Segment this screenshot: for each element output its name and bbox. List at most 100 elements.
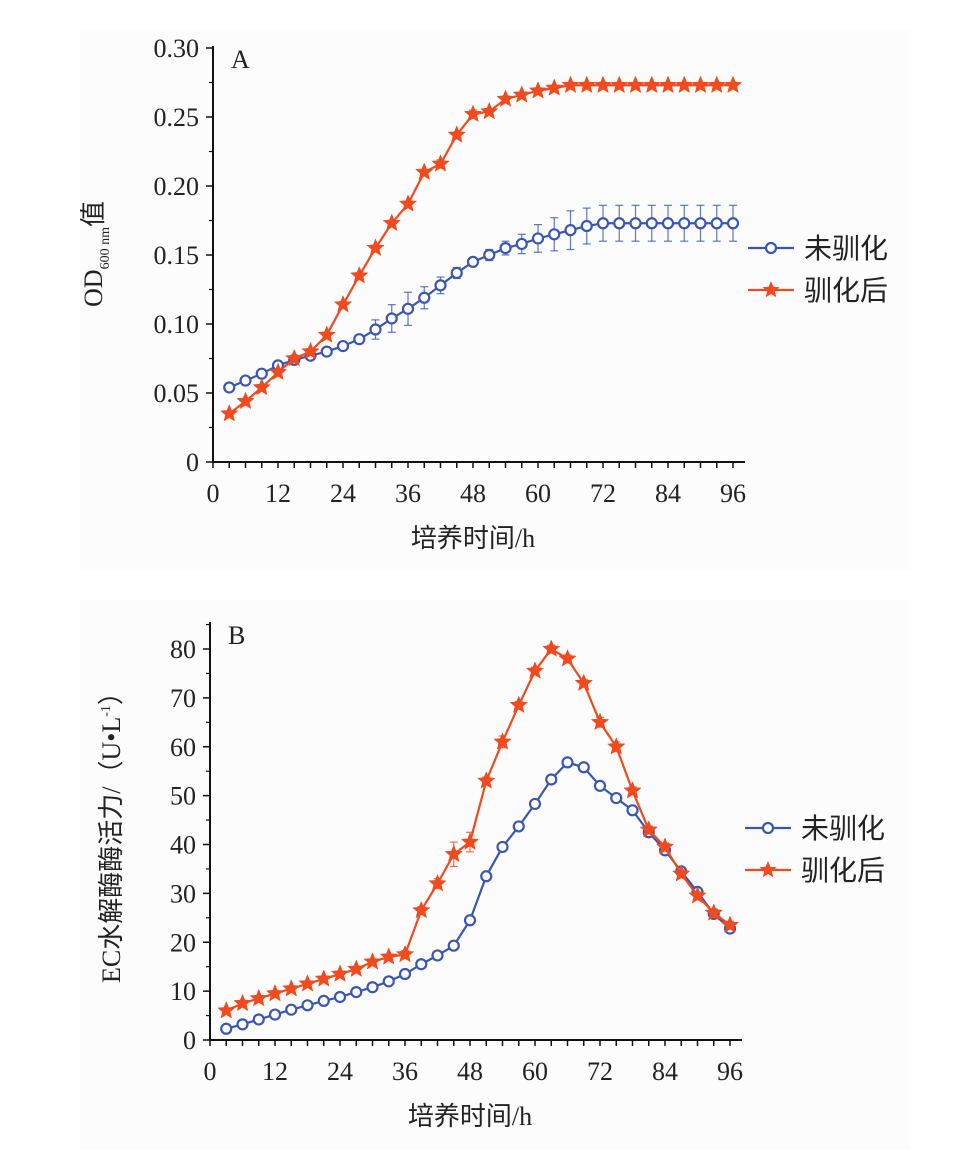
- data-point-star: [233, 993, 252, 1012]
- data-point-star: [542, 639, 561, 657]
- y-tick-label: 0.30: [154, 34, 200, 63]
- data-point-star: [509, 695, 528, 714]
- y-label-main: EC水解酶酶活力/（U•L: [97, 717, 126, 983]
- data-point-star: [463, 104, 483, 123]
- data-point-circle: [252, 1013, 265, 1026]
- data-point-star: [528, 81, 548, 99]
- data-point-star: [268, 362, 288, 381]
- x-tick-label: 60: [525, 479, 551, 508]
- data-point-star: [298, 974, 317, 992]
- data-point-star: [723, 75, 743, 94]
- x-tick-label: 12: [262, 1057, 288, 1086]
- chart-a-svg: 0 12 24 36 48 60 72 84 96 0 0.05 0.10 0.15 0.20 0.25 0.…: [80, 34, 888, 553]
- x-axis-label: 培养时间/h: [408, 1102, 532, 1131]
- data-point-star: [366, 238, 385, 256]
- data-point-star: [217, 1001, 236, 1019]
- data-point-star: [525, 661, 545, 679]
- panel-label: A: [231, 45, 250, 74]
- y-tick-label: 0.20: [154, 172, 200, 201]
- x-tick-label: 48: [457, 1057, 483, 1086]
- data-point-circle: [483, 248, 496, 262]
- data-point-star: [493, 732, 512, 750]
- legend-label: 未驯化: [801, 813, 885, 845]
- y-tick-label: 10: [170, 977, 196, 1006]
- data-point-circle: [285, 1003, 298, 1016]
- chart-panel-a: 0 12 24 36 48 60 72 84 96 0 0.05 0.10 0.15 0.20 0.25 0.…: [80, 30, 910, 570]
- y-label-subscript: 600 nm: [98, 227, 113, 270]
- data-point-star: [545, 78, 564, 96]
- data-point-star: [477, 771, 496, 789]
- x-tick-label: 24: [330, 479, 356, 508]
- data-point-star: [317, 325, 336, 343]
- data-point-star: [333, 295, 353, 313]
- y-tick-label: 0: [186, 448, 199, 477]
- data-point-circle: [223, 381, 236, 394]
- legend-star-marker: [759, 861, 777, 878]
- data-point-star: [282, 979, 301, 997]
- data-point-star: [236, 391, 255, 410]
- data-point-circle: [255, 367, 268, 380]
- data-point-star: [639, 820, 658, 838]
- data-point-circle: [564, 224, 577, 237]
- data-point-circle: [561, 756, 574, 769]
- y-axis-label: EC水解酶酶活力/（U•L-1）: [97, 679, 126, 983]
- data-point-star: [314, 969, 333, 987]
- y-tick-label: 80: [170, 635, 196, 664]
- y-tick-label: 0.15: [154, 241, 200, 270]
- data-point-star: [412, 900, 431, 919]
- legend-label: 驯化后: [801, 855, 885, 887]
- y-tick-label: 70: [170, 684, 196, 713]
- x-tick-label: 84: [655, 479, 681, 508]
- x-tick-label: 72: [587, 1057, 613, 1086]
- data-point-circle: [366, 981, 379, 994]
- x-tick-label: 24: [327, 1057, 353, 1086]
- data-point-circle: [661, 217, 675, 230]
- x-tick-label: 84: [652, 1057, 678, 1086]
- data-point-star: [249, 988, 268, 1007]
- x-tick-label: 72: [590, 479, 616, 508]
- data-point-star: [610, 75, 629, 94]
- data-point-circle: [726, 217, 740, 230]
- data-point-star: [363, 952, 382, 970]
- data-point-star: [395, 944, 415, 963]
- series-unacclimated: [220, 756, 737, 1035]
- data-point-circle: [369, 323, 382, 336]
- x-tick-label: 0: [204, 1057, 217, 1086]
- y-tick-label: 50: [170, 782, 196, 811]
- data-point-star: [672, 864, 691, 882]
- data-point-circle: [398, 967, 412, 981]
- data-point-star: [415, 162, 434, 181]
- series-line: [225, 647, 731, 1012]
- data-point-star: [577, 75, 596, 94]
- data-point-circle: [401, 302, 415, 315]
- data-point-circle: [239, 374, 252, 387]
- data-point-circle: [678, 217, 691, 230]
- data-point-circle: [626, 804, 639, 817]
- data-point-circle: [415, 958, 428, 971]
- y-label-superscript: -1: [99, 705, 114, 717]
- data-point-circle: [645, 217, 658, 230]
- data-point-circle: [450, 266, 463, 280]
- data-point-star: [350, 266, 369, 284]
- data-point-star: [561, 75, 580, 94]
- data-point-circle: [580, 219, 593, 233]
- y-label-main: OD: [80, 269, 108, 307]
- x-tick-label: 96: [720, 479, 746, 508]
- data-point-star: [675, 75, 694, 94]
- data-point-circle: [431, 949, 444, 962]
- x-axis-label: 培养时间/h: [411, 524, 535, 553]
- data-point-circle: [545, 773, 558, 786]
- data-point-star: [720, 915, 740, 933]
- data-point-circle: [548, 228, 561, 241]
- y-tick-label: 0.05: [154, 379, 200, 408]
- data-point-star: [688, 886, 707, 904]
- y-tick-label: 0.10: [154, 310, 200, 339]
- data-point-star: [447, 125, 466, 143]
- data-point-circle: [577, 761, 590, 774]
- data-point-circle: [333, 990, 347, 1004]
- data-point-circle: [317, 994, 330, 1007]
- x-tick-label: 60: [522, 1057, 548, 1086]
- panel-label: B: [228, 621, 245, 650]
- data-point-star: [347, 959, 366, 977]
- data-point-circle: [336, 339, 350, 353]
